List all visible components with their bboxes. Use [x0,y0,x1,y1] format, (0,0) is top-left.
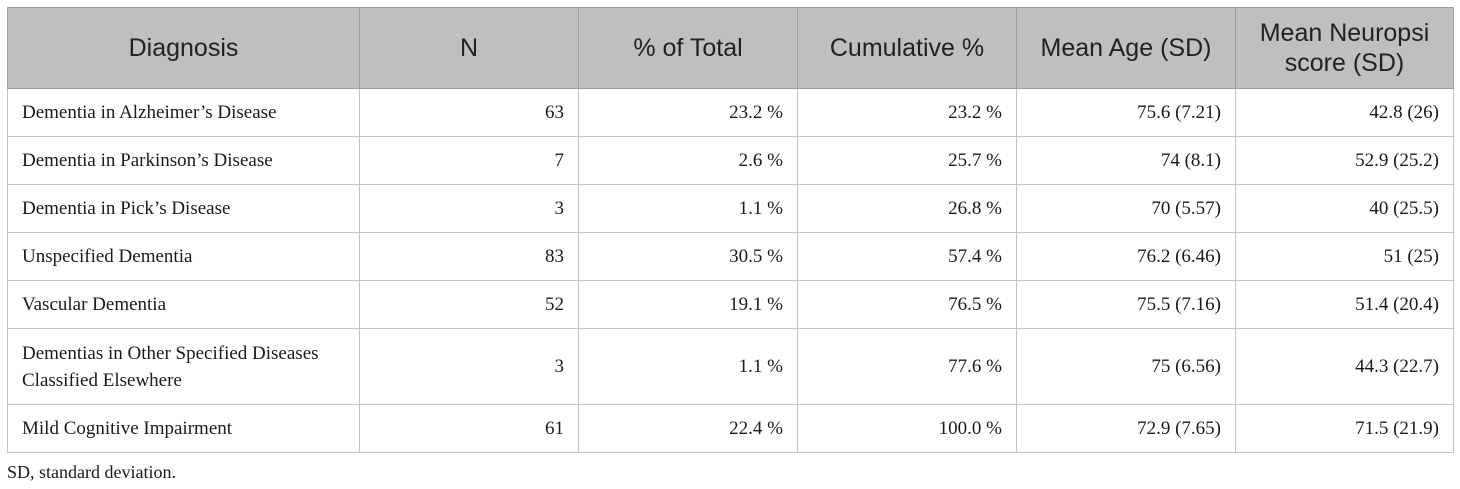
header-cumulative-percent: Cumulative % [797,7,1017,89]
diagnosis-table-container: Diagnosis N % of Total Cumulative % Mean… [7,7,1454,453]
table-row: Dementias in Other Specified Diseases Cl… [7,328,1454,405]
cell-mean-age: 75 (6.56) [1016,328,1236,405]
cell-cumulative-percent: 100.0 % [797,404,1017,453]
cell-n: 7 [359,136,579,185]
cell-diagnosis: Dementias in Other Specified Diseases Cl… [7,328,360,405]
cell-mean-neuropsi-score: 71.5 (21.9) [1235,404,1454,453]
cell-diagnosis: Mild Cognitive Impairment [7,404,360,453]
cell-percent-of-total: 19.1 % [578,280,798,329]
table-row: Vascular Dementia 52 19.1 % 76.5 % 75.5 … [7,280,1454,329]
cell-n: 61 [359,404,579,453]
cell-cumulative-percent: 77.6 % [797,328,1017,405]
cell-mean-neuropsi-score: 51.4 (20.4) [1235,280,1454,329]
cell-n: 3 [359,184,579,233]
cell-mean-neuropsi-score: 51 (25) [1235,232,1454,281]
diagnosis-table: Diagnosis N % of Total Cumulative % Mean… [7,7,1454,453]
cell-mean-neuropsi-score: 42.8 (26) [1235,88,1454,137]
header-n: N [359,7,579,89]
cell-n: 63 [359,88,579,137]
header-mean-age: Mean Age (SD) [1016,7,1236,89]
cell-percent-of-total: 30.5 % [578,232,798,281]
cell-diagnosis: Dementia in Pick’s Disease [7,184,360,233]
cell-mean-age: 70 (5.57) [1016,184,1236,233]
table-header: Diagnosis N % of Total Cumulative % Mean… [7,7,1454,89]
cell-percent-of-total: 1.1 % [578,184,798,233]
cell-n: 83 [359,232,579,281]
cell-n: 52 [359,280,579,329]
cell-percent-of-total: 1.1 % [578,328,798,405]
cell-n: 3 [359,328,579,405]
header-mean-neuropsi-score: Mean Neuropsi score (SD) [1235,7,1454,89]
table-row: Unspecified Dementia 83 30.5 % 57.4 % 76… [7,232,1454,281]
cell-mean-neuropsi-score: 40 (25.5) [1235,184,1454,233]
cell-diagnosis: Unspecified Dementia [7,232,360,281]
cell-diagnosis: Dementia in Parkinson’s Disease [7,136,360,185]
table-row: Dementia in Pick’s Disease 3 1.1 % 26.8 … [7,184,1454,233]
header-percent-of-total: % of Total [578,7,798,89]
cell-cumulative-percent: 26.8 % [797,184,1017,233]
cell-percent-of-total: 22.4 % [578,404,798,453]
cell-diagnosis: Vascular Dementia [7,280,360,329]
cell-mean-neuropsi-score: 52.9 (25.2) [1235,136,1454,185]
header-row: Diagnosis N % of Total Cumulative % Mean… [7,7,1454,89]
table-body: Dementia in Alzheimer’s Disease 63 23.2 … [7,88,1454,453]
table-row: Mild Cognitive Impairment 61 22.4 % 100.… [7,404,1454,453]
cell-cumulative-percent: 57.4 % [797,232,1017,281]
table-row: Dementia in Alzheimer’s Disease 63 23.2 … [7,88,1454,137]
cell-percent-of-total: 23.2 % [578,88,798,137]
cell-cumulative-percent: 23.2 % [797,88,1017,137]
cell-mean-age: 75.6 (7.21) [1016,88,1236,137]
table-footnote: SD, standard deviation. [7,462,176,482]
cell-diagnosis: Dementia in Alzheimer’s Disease [7,88,360,137]
cell-mean-neuropsi-score: 44.3 (22.7) [1235,328,1454,405]
cell-percent-of-total: 2.6 % [578,136,798,185]
cell-mean-age: 76.2 (6.46) [1016,232,1236,281]
cell-mean-age: 72.9 (7.65) [1016,404,1236,453]
header-diagnosis: Diagnosis [7,7,360,89]
cell-cumulative-percent: 25.7 % [797,136,1017,185]
cell-mean-age: 74 (8.1) [1016,136,1236,185]
table-row: Dementia in Parkinson’s Disease 7 2.6 % … [7,136,1454,185]
cell-cumulative-percent: 76.5 % [797,280,1017,329]
cell-mean-age: 75.5 (7.16) [1016,280,1236,329]
